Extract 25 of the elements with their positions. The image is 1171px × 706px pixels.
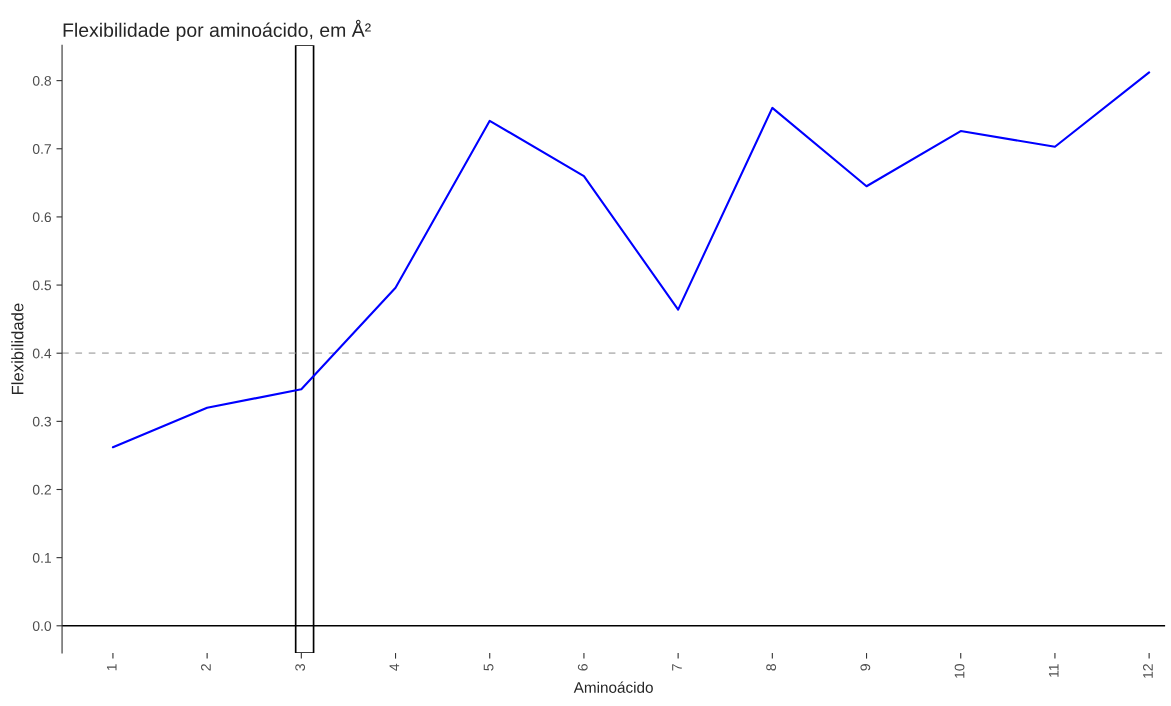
y-tick-label: 0.5 xyxy=(32,280,52,291)
x-tick-label: 1 xyxy=(106,664,117,671)
y-tick-label: 0.8 xyxy=(32,75,52,86)
x-tick-label: 9 xyxy=(860,664,871,671)
x-axis-title: Aminoácido xyxy=(573,681,653,693)
x-tick-label: 5 xyxy=(483,664,494,671)
y-tick-label: 0.3 xyxy=(32,416,52,427)
y-tick-label: 0.1 xyxy=(32,552,51,563)
x-tick-label: 4 xyxy=(389,663,400,671)
x-tick-label: 10 xyxy=(954,664,965,678)
x-tick-label: 2 xyxy=(201,664,211,671)
y-tick-label: 0.2 xyxy=(32,484,51,495)
y-axis-title: Flexibilidade xyxy=(11,303,24,395)
x-tick-label: 8 xyxy=(766,664,777,671)
y-tick-label: 0.6 xyxy=(32,212,52,223)
y-tick-label: 0.7 xyxy=(32,144,51,154)
x-tick-label: 7 xyxy=(672,664,682,671)
x-tick-label: 11 xyxy=(1048,664,1059,677)
chart-title: Flexibilidade por aminoácido, em Å² xyxy=(63,19,371,41)
y-tick-label: 0.0 xyxy=(32,621,52,631)
line-series xyxy=(111,71,1151,449)
x-tick-label: 12 xyxy=(1143,664,1153,678)
x-tick-label: 6 xyxy=(577,664,588,671)
y-tick-label: 0.4 xyxy=(32,348,52,359)
x-tick-label: 3 xyxy=(295,664,306,671)
